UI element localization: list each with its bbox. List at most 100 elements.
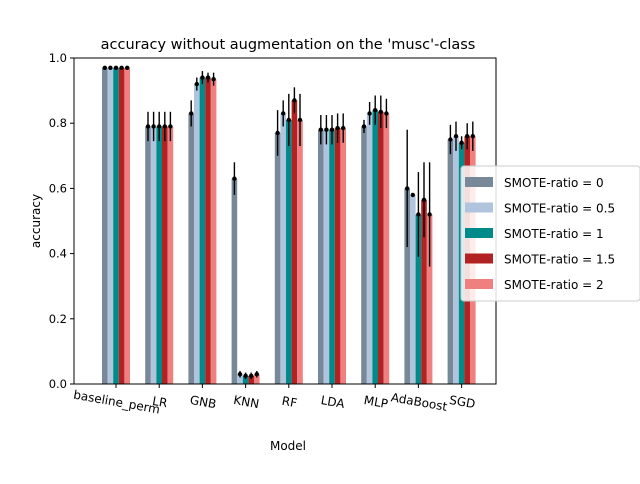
bars-layer	[102, 67, 476, 385]
bar	[274, 132, 281, 384]
bar	[372, 110, 378, 384]
bar	[447, 139, 454, 384]
chart-title: accuracy without augmentation on the 'mu…	[101, 37, 476, 53]
error-point	[470, 134, 475, 139]
bar	[318, 129, 324, 384]
bar	[410, 194, 416, 384]
bar	[297, 119, 303, 384]
bar	[118, 67, 125, 384]
error-point	[249, 373, 254, 379]
error-point	[459, 140, 464, 145]
bar	[210, 79, 217, 384]
error-point	[410, 192, 415, 198]
y-tick-label: 0.0	[49, 377, 67, 391]
legend-label: SMOTE-ratio = 2	[504, 278, 604, 292]
bar	[280, 113, 286, 385]
x-tick-label: MLP	[363, 393, 389, 411]
error-point	[125, 65, 130, 70]
x-tick-label: AdaBoost	[390, 390, 449, 414]
y-axis: 0.0 0.2 0.4 0.6 0.8 1.0	[49, 51, 74, 391]
error-point	[297, 117, 303, 123]
error-point	[378, 109, 383, 114]
legend-label: SMOTE-ratio = 0	[504, 176, 604, 190]
error-point	[384, 111, 389, 116]
error-point	[427, 212, 432, 217]
error-point	[286, 117, 291, 123]
error-point	[108, 65, 113, 70]
error-point	[113, 65, 119, 70]
error-point	[453, 134, 459, 139]
error-point	[162, 124, 167, 129]
bar	[199, 77, 206, 384]
bar	[291, 100, 298, 384]
bar	[404, 188, 410, 384]
error-point	[232, 176, 237, 181]
error-point	[157, 124, 162, 129]
bar	[188, 113, 194, 385]
error-point	[237, 372, 243, 377]
legend-swatch	[465, 202, 493, 213]
x-tick-label: RF	[281, 394, 299, 410]
error-point	[405, 186, 410, 191]
bar	[323, 129, 330, 384]
error-point	[200, 75, 205, 80]
error-point	[189, 111, 194, 116]
error-point	[168, 124, 173, 129]
y-tick-label: 0.4	[49, 247, 67, 261]
bar	[378, 111, 384, 384]
bar	[150, 126, 157, 385]
legend-label: SMOTE-ratio = 1	[504, 227, 604, 241]
bar	[167, 126, 174, 385]
error-point	[324, 127, 329, 132]
error-point	[421, 197, 427, 203]
error-point	[465, 134, 470, 139]
legend-label: SMOTE-ratio = 0.5	[504, 202, 615, 216]
error-point	[416, 212, 421, 217]
legend-swatch	[465, 177, 493, 187]
error-point	[335, 125, 340, 131]
bar	[242, 375, 249, 384]
x-tick-label: KNN	[232, 393, 260, 411]
error-point	[373, 107, 378, 113]
x-tick-label: GNB	[189, 393, 218, 411]
bar	[340, 128, 346, 384]
bar	[366, 113, 373, 385]
y-tick-label: 0.6	[49, 181, 67, 195]
y-tick-label: 1.0	[49, 51, 67, 65]
bar	[231, 178, 238, 384]
error-point	[292, 98, 297, 103]
bar	[156, 126, 162, 385]
bar	[426, 214, 433, 384]
error-point	[102, 65, 108, 70]
y-axis-label: accuracy	[29, 194, 43, 248]
bar	[453, 136, 459, 384]
bar	[237, 374, 243, 384]
bar	[102, 67, 108, 384]
bar	[145, 126, 151, 385]
y-tick-label: 0.2	[49, 312, 67, 326]
legend-box	[460, 165, 640, 302]
x-tick-label: LDA	[320, 393, 347, 411]
legend-swatch	[465, 228, 493, 238]
bar	[334, 128, 341, 384]
error-point	[145, 124, 151, 129]
x-tick-label: LR	[151, 394, 168, 410]
error-point	[205, 75, 211, 80]
bar	[254, 374, 260, 384]
error-point	[341, 125, 346, 131]
error-bars-layer	[102, 65, 475, 380]
bar	[248, 375, 254, 384]
x-tick-label: SGD	[448, 393, 476, 411]
error-point	[281, 111, 286, 116]
bar	[383, 113, 390, 385]
error-point	[329, 127, 335, 132]
legend-swatch	[465, 253, 493, 264]
bar	[162, 126, 168, 385]
bar	[124, 67, 130, 384]
y-tick-label: 0.8	[49, 116, 67, 130]
error-point	[211, 76, 216, 82]
error-point	[361, 124, 367, 129]
bar	[329, 129, 335, 384]
bar	[361, 126, 367, 385]
